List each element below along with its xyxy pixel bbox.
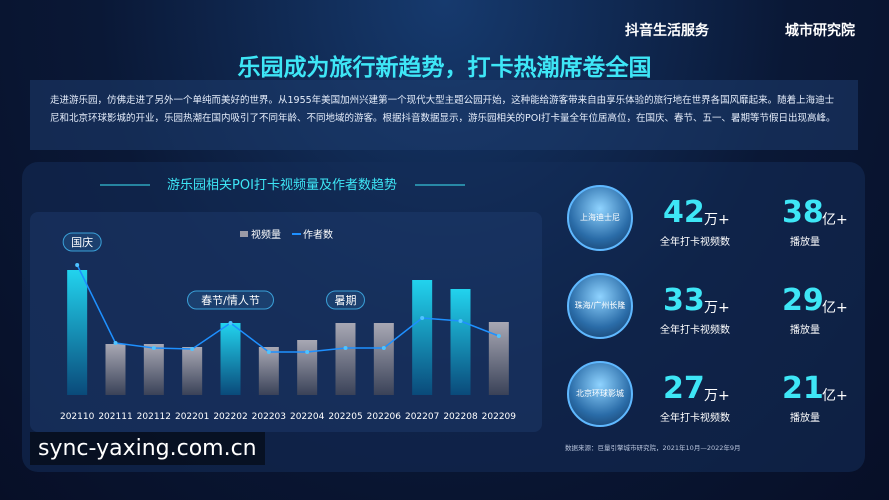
bar [258,347,279,395]
annotation-box [62,232,102,252]
annotation: 春节/情人节 [201,294,260,307]
title: 乐园成为旅行新趋势，打卡热潮席卷全国 [237,55,652,81]
annotation-box [326,290,365,310]
source: 数据来源：巨量引擎城市研究院，2021年10月—2022年9月 [565,444,741,452]
x-tick-label: 202110 [60,412,95,422]
x-tick-label: 202205 [328,412,362,422]
x-tick-label: 202204 [290,412,325,422]
bar [182,347,203,395]
bar [143,344,164,395]
line-point [151,346,156,350]
plays-label: 播放量 [790,325,820,336]
x-tick-label: 202203 [252,412,286,422]
annotation: 暑期 [335,294,357,307]
bar [412,280,433,395]
panel [22,162,865,472]
videos-number: 27 [663,371,705,406]
line-point [113,341,118,345]
plays-number: 38 [782,195,824,230]
line [76,264,500,353]
line-point [343,346,348,350]
plays-number: 21 [782,371,824,406]
bar [373,323,394,395]
line-point [496,334,501,338]
x-tick-label: 202112 [137,412,171,422]
intro: 走进游乐园，仿佛走进了另外一个单纯而美好的世界。从1955年美国加州兴建第一个现… [30,80,858,150]
x-tick-label: 202207 [405,412,439,422]
plays-unit: 亿+ [822,388,848,404]
line-point [420,316,425,320]
x-tick-label: 202206 [367,412,402,422]
x-tick-label: 202208 [443,412,478,422]
brand: 抖音生活服务 [625,23,709,39]
bar [450,289,471,395]
plays-unit: 亿+ [822,300,848,316]
line-point [228,321,233,325]
place-image: 北京环球影城 [567,361,633,427]
plays-label: 播放量 [790,413,820,424]
line-point [381,346,386,350]
bar [335,323,356,395]
videos-unit: 万+ [704,388,730,404]
legend-swatch [240,231,248,237]
place-image: 上海迪士尼 [567,185,633,251]
line-point [190,347,195,351]
plays-label: 播放量 [790,237,820,248]
plays-number: 29 [782,283,824,318]
videos-number: 42 [663,195,705,230]
legend-label: 视频量 [251,228,281,241]
videos-label: 全年打卡视频数 [660,237,730,248]
x-tick-label: 202111 [98,412,132,422]
x-tick-label: 202209 [482,412,517,422]
videos-number: 33 [663,283,705,318]
x-tick-label: 202202 [213,412,247,422]
videos-label: 全年打卡视频数 [660,413,730,424]
chart-title: 游乐园相关POI打卡视频量及作者数趋势 [167,177,397,193]
videos-unit: 万+ [704,300,730,316]
videos-label: 全年打卡视频数 [660,325,730,336]
x-tick-label: 202201 [175,412,209,422]
annotation: 国庆 [71,235,93,249]
videos-unit: 万+ [704,212,730,228]
watermark: sync-yaxing.com.cn [30,432,265,465]
legend-label: 作者数 [303,228,333,241]
bar [105,344,126,395]
bar [67,270,88,395]
line-point [305,350,310,354]
bar [297,340,318,395]
place-image: 珠海/广州长隆 [567,273,633,339]
bar [220,323,241,395]
plays-unit: 亿+ [822,212,848,228]
line-point [458,319,463,323]
line-point [75,263,80,267]
institute: 城市研究院 [785,23,855,39]
bar [488,322,509,395]
line-point [266,350,271,354]
annotation-box [187,290,274,310]
